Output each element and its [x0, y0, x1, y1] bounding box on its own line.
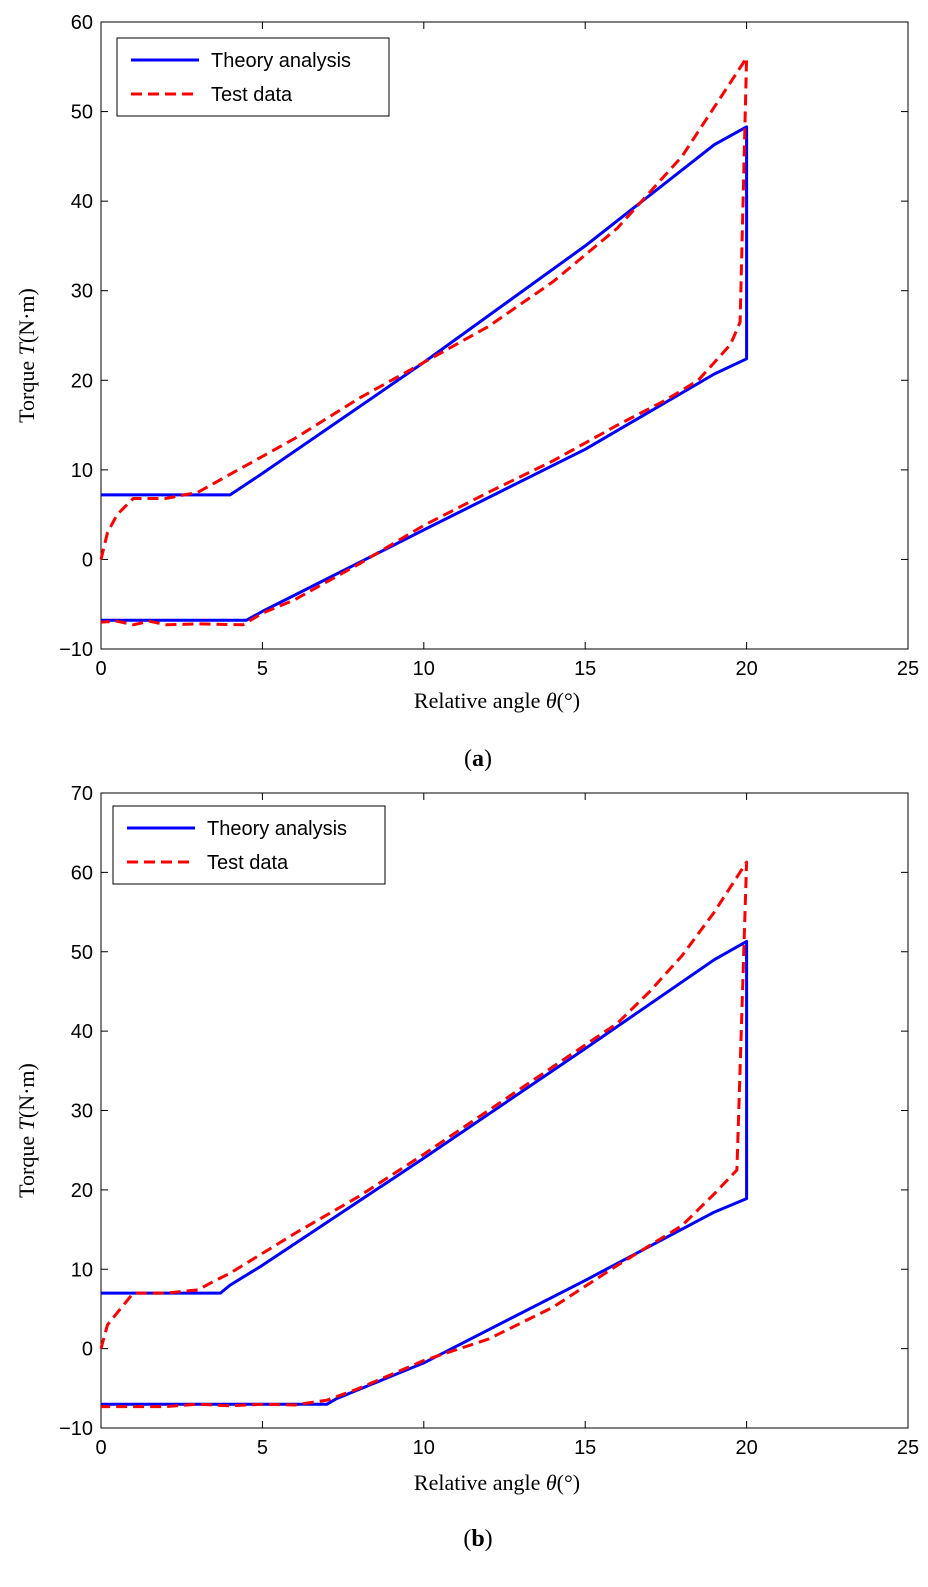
x-tick-label: 20 — [735, 658, 757, 680]
x-tick-label: 15 — [574, 658, 596, 680]
x-tick-label: 20 — [735, 1437, 757, 1459]
panel-caption: (b) — [463, 1526, 492, 1552]
series-line-theory-analysis — [101, 939, 749, 1406]
y-tick-label: 0 — [82, 1339, 93, 1361]
x-axis-label: Relative angle θ(°) — [414, 1470, 580, 1495]
legend-box — [112, 805, 386, 885]
x-tick-label: 25 — [897, 658, 919, 680]
x-tick-label: 0 — [95, 658, 106, 680]
y-tick-label: 60 — [71, 862, 93, 884]
y-tick-label: 20 — [71, 1180, 93, 1202]
x-tick-label: 10 — [413, 658, 435, 680]
series-line-theory-analysis — [101, 125, 749, 622]
y-tick-label: −10 — [59, 639, 93, 661]
y-tick-label: 10 — [71, 460, 93, 482]
panel-caption: (a) — [464, 746, 492, 772]
y-tick-label: 70 — [71, 783, 93, 805]
legend-box — [116, 37, 390, 117]
x-tick-label: 25 — [897, 1437, 919, 1459]
y-tick-label: 10 — [71, 1259, 93, 1281]
x-tick-label: 5 — [257, 658, 268, 680]
y-axis-label: Torque T(N·m) — [14, 1063, 39, 1198]
y-tick-label: 50 — [71, 942, 93, 964]
y-tick-label: 30 — [71, 1101, 93, 1123]
plot-frame — [100, 21, 909, 650]
legend-label: Test data — [207, 852, 289, 874]
series-line-test-data — [99, 56, 749, 627]
x-tick-label: 10 — [413, 1437, 435, 1459]
y-tick-label: 50 — [71, 102, 93, 124]
x-tick-label: 0 — [95, 1437, 106, 1459]
y-tick-label: 0 — [82, 549, 93, 571]
legend-label: Theory analysis — [211, 50, 351, 72]
y-tick-label: 30 — [71, 281, 93, 303]
y-tick-label: 40 — [71, 1021, 93, 1043]
x-axis-label: Relative angle θ(°) — [414, 688, 580, 713]
x-tick-label: 5 — [257, 1437, 268, 1459]
y-tick-label: −10 — [59, 1418, 93, 1440]
y-axis-label: Torque T(N·m) — [14, 288, 39, 423]
legend-label: Test data — [211, 84, 293, 106]
legend-label: Theory analysis — [207, 818, 347, 840]
y-tick-label: 40 — [71, 191, 93, 213]
x-tick-label: 15 — [574, 1437, 596, 1459]
y-tick-label: 60 — [71, 12, 93, 34]
series-line-test-data — [99, 860, 749, 1409]
y-tick-label: 20 — [71, 370, 93, 392]
